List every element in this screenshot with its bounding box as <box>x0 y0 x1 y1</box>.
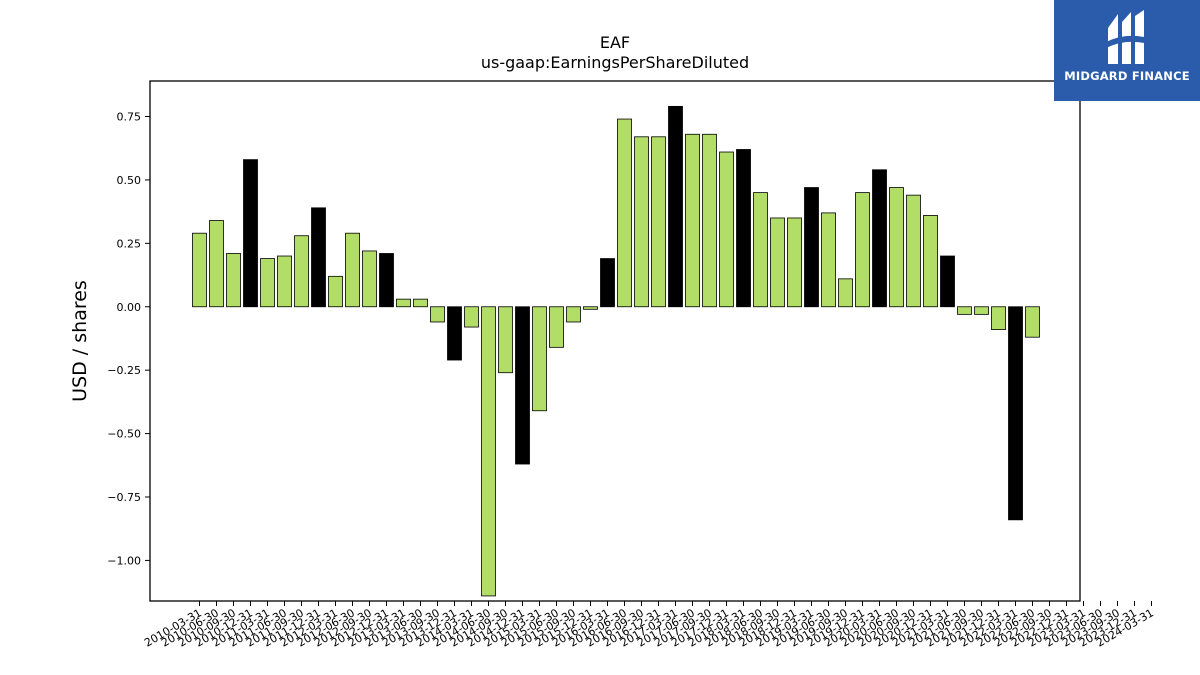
bar <box>515 306 530 465</box>
bar <box>209 220 224 308</box>
bar <box>549 306 564 348</box>
bar <box>532 306 547 412</box>
y-tick-label: 0.00 <box>117 301 142 314</box>
y-tick-label: −1.00 <box>107 554 141 567</box>
bar <box>668 105 683 308</box>
bar <box>855 192 870 308</box>
bar <box>889 187 904 308</box>
chart-title: EAF <box>600 33 630 52</box>
bar <box>617 118 632 308</box>
bar <box>821 212 836 308</box>
chart-subtitle: us-gaap:EarningsPerShareDiluted <box>481 53 749 72</box>
bar <box>787 217 802 308</box>
midgard-m-logo-icon <box>1106 10 1148 64</box>
bar <box>634 136 649 308</box>
bar <box>566 306 581 323</box>
bar <box>447 306 462 361</box>
bar <box>498 306 513 374</box>
y-tick-label: −0.50 <box>107 428 141 441</box>
bar <box>226 253 241 308</box>
bar <box>957 306 972 315</box>
bar <box>311 207 326 308</box>
bar <box>379 253 394 308</box>
bar <box>753 192 768 308</box>
bar <box>1008 306 1023 521</box>
bar <box>974 306 989 315</box>
bar <box>277 255 292 308</box>
bar <box>192 232 207 308</box>
y-tick-label: 0.50 <box>117 174 142 187</box>
bar <box>294 235 309 308</box>
y-tick-label: 0.25 <box>117 237 142 250</box>
x-axis-ticks: 2010-03-312010-06-302010-09-302010-12-31… <box>142 601 1156 650</box>
bar <box>396 298 411 308</box>
bar <box>906 194 921 308</box>
bar <box>583 306 598 310</box>
plot-frame <box>149 80 1081 602</box>
bar <box>736 149 751 308</box>
bar <box>481 306 496 597</box>
bar <box>1025 306 1040 338</box>
y-axis-label: USD / shares <box>69 280 91 402</box>
bar <box>243 159 258 308</box>
bar <box>702 133 717 308</box>
bar <box>464 306 479 328</box>
bar <box>770 217 785 308</box>
bar <box>804 187 819 308</box>
bar <box>600 258 615 308</box>
bar <box>651 136 666 308</box>
bar <box>362 250 377 308</box>
bar <box>430 306 445 323</box>
brand-logo: MIDGARD FINANCE <box>1054 0 1200 101</box>
y-tick-label: 0.75 <box>117 111 142 124</box>
bar <box>685 133 700 308</box>
y-tick-label: −0.25 <box>107 364 141 377</box>
bar <box>940 255 955 308</box>
bar <box>413 298 428 308</box>
bar <box>991 306 1006 330</box>
bar <box>838 278 853 308</box>
bar <box>260 258 275 308</box>
brand-name: MIDGARD FINANCE <box>1064 69 1190 83</box>
bar <box>923 215 938 308</box>
bar <box>872 169 887 308</box>
bar-series <box>192 105 1040 597</box>
y-axis-ticks: 0.75 0.50 0.25 0.00 −0.25 −0.50 −0.75 −1.00 <box>107 111 150 567</box>
bar <box>719 151 734 308</box>
bar <box>328 275 343 308</box>
bar <box>345 232 360 308</box>
y-tick-label: −0.75 <box>107 491 141 504</box>
